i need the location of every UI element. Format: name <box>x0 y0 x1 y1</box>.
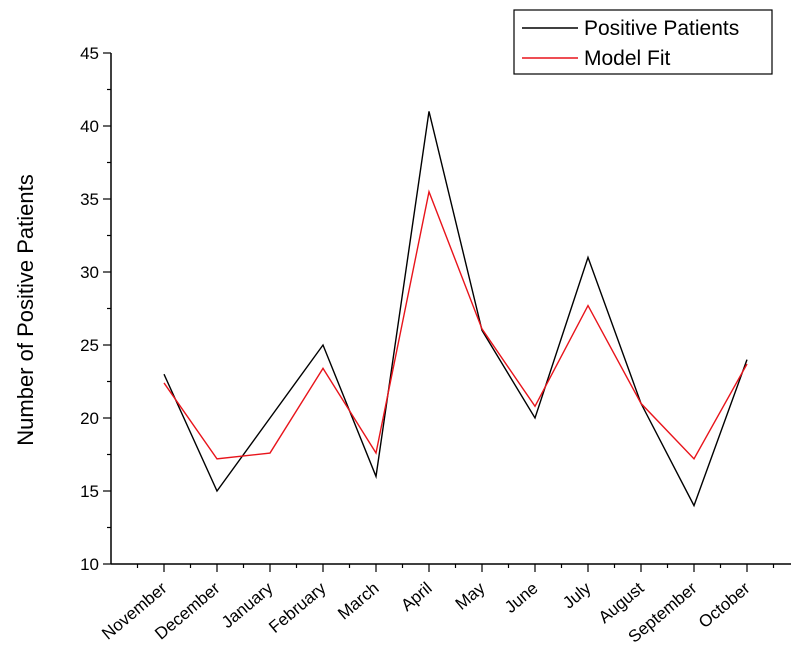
x-tick-label: February <box>265 578 330 637</box>
x-tick-label: June <box>501 579 541 617</box>
y-tick-label: 30 <box>80 263 99 282</box>
y-tick-label: 25 <box>80 336 99 355</box>
y-axis-ticks: 10 15 20 25 30 35 40 45 <box>80 44 111 574</box>
y-tick-label: 35 <box>80 190 99 209</box>
y-axis-label: Number of Positive Patients <box>13 174 38 445</box>
x-tick-label: April <box>397 579 435 615</box>
series-line-positive-patients <box>163 111 748 508</box>
y-tick-label: 20 <box>80 409 99 428</box>
axes <box>110 53 791 565</box>
y-tick-label: 15 <box>80 482 99 501</box>
legend-label: Model Fit <box>584 47 671 70</box>
legend-label: Positive Patients <box>584 17 739 40</box>
x-tick-label: July <box>559 578 595 612</box>
y-tick-label: 40 <box>80 117 99 136</box>
legend: Positive Patients Model Fit <box>513 9 773 75</box>
legend-box <box>513 9 773 75</box>
x-tick-label: October <box>695 578 754 632</box>
y-tick-label: 10 <box>80 555 99 574</box>
x-tick-label: March <box>334 579 382 624</box>
x-tick-label: May <box>452 578 489 614</box>
series-line-model-fit <box>163 189 748 461</box>
y-tick-label: 45 <box>80 44 99 63</box>
series-layer <box>163 111 748 508</box>
